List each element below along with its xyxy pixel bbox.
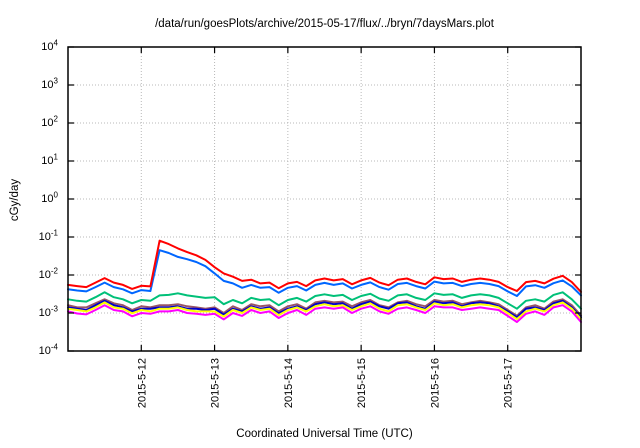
axis-ticks <box>68 46 581 352</box>
series-line-blue <box>67 249 582 297</box>
series-line-magenta <box>67 304 582 323</box>
series-line-brown <box>67 298 582 317</box>
x-tick-label: 2015-5-16 <box>429 358 441 408</box>
gridlines <box>68 47 581 351</box>
series-line-navy <box>67 299 582 319</box>
series-line-yellow <box>67 301 582 321</box>
x-axis-label: Coordinated Universal Time (UTC) <box>236 428 413 440</box>
y-tick-label: 104 <box>41 38 58 53</box>
x-tick-label: 2015-5-17 <box>503 358 515 408</box>
y-tick-label: 100 <box>41 190 58 205</box>
series-group <box>67 239 582 323</box>
y-tick-label: 10-4 <box>38 342 58 357</box>
x-tick-label: 2015-5-14 <box>283 358 295 408</box>
x-tick-label: 2015-5-15 <box>356 358 368 408</box>
x-tick-label: 2015-5-13 <box>210 358 222 408</box>
plot-title: /data/run/goesPlots/archive/2015-05-17/f… <box>155 18 494 30</box>
y-tick-label: 103 <box>41 76 58 91</box>
plot-frame <box>67 46 582 352</box>
series-line-green <box>67 291 582 310</box>
y-tick-label: 102 <box>41 114 58 129</box>
y-tick-label: 10-3 <box>38 304 58 319</box>
series-line-red <box>67 239 582 293</box>
y-tick-label: 101 <box>41 152 58 167</box>
y-tick-label: 10-1 <box>38 228 58 243</box>
x-tick-label: 2015-5-12 <box>136 358 148 408</box>
y-tick-label: 10-2 <box>38 266 58 281</box>
